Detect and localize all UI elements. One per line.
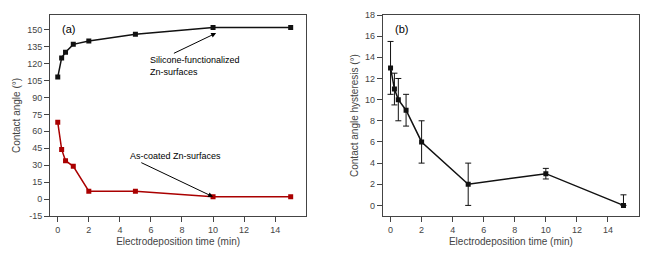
svg-text:Contact angle (°): Contact angle (°) bbox=[11, 78, 22, 153]
svg-text:135: 135 bbox=[27, 42, 42, 52]
svg-text:8: 8 bbox=[512, 225, 517, 235]
svg-text:-15: -15 bbox=[29, 211, 42, 221]
svg-text:(a): (a) bbox=[62, 23, 75, 35]
svg-text:0: 0 bbox=[55, 225, 60, 235]
svg-text:4: 4 bbox=[370, 158, 375, 168]
svg-text:6: 6 bbox=[481, 225, 486, 235]
svg-text:0: 0 bbox=[388, 225, 393, 235]
svg-text:2: 2 bbox=[370, 179, 375, 189]
svg-text:6: 6 bbox=[148, 225, 153, 235]
svg-text:60: 60 bbox=[32, 126, 42, 136]
svg-text:Electrodeposition time (min): Electrodeposition time (min) bbox=[116, 236, 240, 247]
svg-text:8: 8 bbox=[179, 225, 184, 235]
svg-text:12: 12 bbox=[572, 225, 582, 235]
svg-text:10: 10 bbox=[541, 225, 551, 235]
svg-text:12: 12 bbox=[365, 74, 375, 84]
svg-text:105: 105 bbox=[27, 76, 42, 86]
svg-text:14: 14 bbox=[365, 52, 375, 62]
svg-text:(b): (b) bbox=[395, 23, 408, 35]
svg-text:10: 10 bbox=[365, 95, 375, 105]
svg-text:75: 75 bbox=[32, 110, 42, 120]
svg-text:90: 90 bbox=[32, 93, 42, 103]
svg-text:8: 8 bbox=[370, 116, 375, 126]
svg-text:4: 4 bbox=[450, 225, 455, 235]
svg-text:15: 15 bbox=[32, 177, 42, 187]
svg-text:0: 0 bbox=[370, 201, 375, 211]
svg-text:2: 2 bbox=[419, 225, 424, 235]
svg-text:30: 30 bbox=[32, 160, 42, 170]
svg-text:Silicone-functionalizedZn-surf: Silicone-functionalizedZn-surfaces bbox=[150, 55, 240, 77]
svg-text:As-coated Zn-surfaces: As-coated Zn-surfaces bbox=[130, 151, 221, 161]
svg-text:10: 10 bbox=[208, 225, 218, 235]
svg-text:Contact angle hysteresis (°): Contact angle hysteresis (°) bbox=[349, 54, 360, 177]
svg-text:16: 16 bbox=[365, 31, 375, 41]
svg-text:120: 120 bbox=[27, 59, 42, 69]
svg-text:14: 14 bbox=[270, 225, 280, 235]
svg-text:0: 0 bbox=[37, 194, 42, 204]
svg-text:14: 14 bbox=[603, 225, 613, 235]
svg-text:Electrodeposition time (min): Electrodeposition time (min) bbox=[449, 236, 573, 247]
svg-text:4: 4 bbox=[117, 225, 122, 235]
svg-text:2: 2 bbox=[86, 225, 91, 235]
svg-text:6: 6 bbox=[370, 137, 375, 147]
svg-text:12: 12 bbox=[239, 225, 249, 235]
svg-text:18: 18 bbox=[365, 10, 375, 20]
svg-text:45: 45 bbox=[32, 143, 42, 153]
svg-text:150: 150 bbox=[27, 25, 42, 35]
